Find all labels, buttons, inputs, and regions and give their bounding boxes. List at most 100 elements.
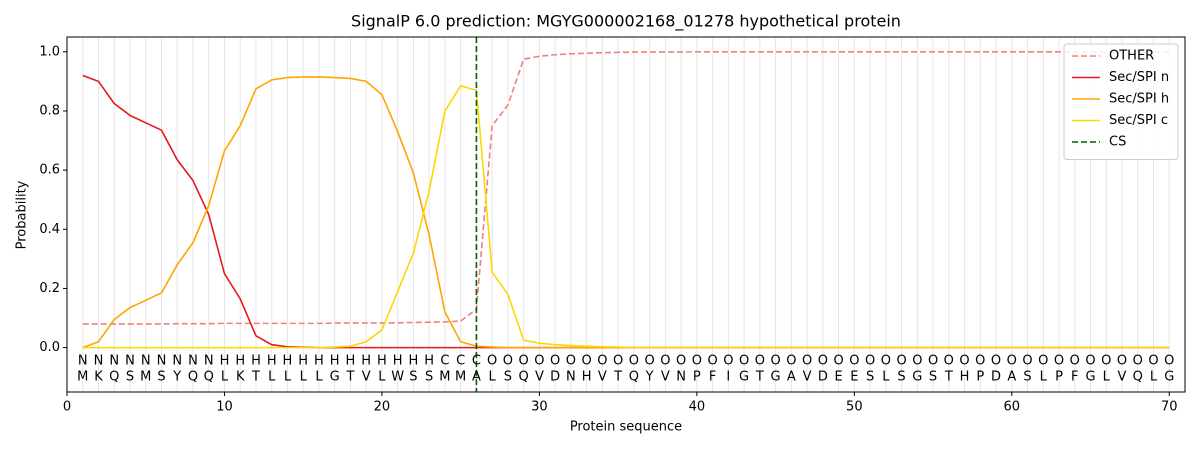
residue: P [1055, 370, 1063, 385]
residue: T [251, 370, 260, 385]
region-label: O [629, 354, 639, 369]
residue: E [850, 370, 858, 385]
residue: L [1040, 370, 1048, 385]
region-label: O [1070, 354, 1080, 369]
region-label: O [534, 354, 544, 369]
residue: S [157, 370, 165, 385]
residue: G [771, 370, 781, 385]
x-tick-label: 50 [846, 400, 863, 415]
residue: S [504, 370, 512, 385]
residue: M [77, 370, 88, 385]
region-label: H [424, 354, 434, 369]
residue: Q [188, 370, 198, 385]
residue: P [693, 370, 701, 385]
residue: L [1103, 370, 1111, 385]
series-line [82, 74, 1170, 349]
region-label: H [393, 354, 403, 369]
residue: D [991, 370, 1001, 385]
region-label: O [944, 354, 954, 369]
residue: W [391, 370, 404, 385]
chart-title: SignalP 6.0 prediction: MGYG000002168_01… [351, 12, 901, 32]
y-axis-label: Probability [15, 180, 30, 249]
series-line [82, 76, 1170, 349]
y-tick-label: 0.0 [39, 340, 60, 355]
residue: V [803, 370, 812, 385]
x-tick-label: 0 [63, 400, 71, 415]
region-label: O [991, 354, 1001, 369]
region-label: N [109, 354, 119, 369]
series-line [82, 84, 1170, 349]
residue: H [960, 370, 970, 385]
residue: N [676, 370, 686, 385]
plot-frame [66, 36, 1186, 393]
residue: L [378, 370, 386, 385]
x-tick-label: 10 [216, 400, 233, 415]
y-tick-label: 0.8 [39, 103, 60, 118]
region-label: O [881, 354, 891, 369]
residue: S [866, 370, 874, 385]
residue: Y [645, 370, 654, 385]
residue: Y [172, 370, 181, 385]
x-tick-label: 70 [1161, 400, 1178, 415]
residue: G [912, 370, 922, 385]
region-label: H [314, 354, 324, 369]
region-label: N [172, 354, 182, 369]
region-label: O [487, 354, 497, 369]
region-label: O [849, 354, 859, 369]
residue: V [535, 370, 544, 385]
residue: P [976, 370, 984, 385]
region-label: H [283, 354, 293, 369]
region-label: O [676, 354, 686, 369]
region-label: O [645, 354, 655, 369]
residue: M [140, 370, 151, 385]
region-label: O [566, 354, 576, 369]
residue: A [472, 370, 481, 385]
residue: E [834, 370, 842, 385]
region-label: O [1038, 354, 1048, 369]
region-label: O [1164, 354, 1174, 369]
series-line [82, 50, 1170, 325]
region-label: O [550, 354, 560, 369]
residue: H [582, 370, 592, 385]
y-tick-label: 0.2 [39, 281, 60, 296]
residue: S [425, 370, 433, 385]
residue: V [661, 370, 670, 385]
residue: L [1150, 370, 1158, 385]
region-label: N [94, 354, 104, 369]
region-label: O [1022, 354, 1032, 369]
region-label: O [613, 354, 623, 369]
region-label: O [1054, 354, 1064, 369]
region-label: O [865, 354, 875, 369]
region-label: O [739, 354, 749, 369]
region-label: O [582, 354, 592, 369]
region-label: O [912, 354, 922, 369]
region-label: O [519, 354, 529, 369]
residue: M [439, 370, 450, 385]
region-label: O [975, 354, 985, 369]
residue: T [613, 370, 622, 385]
legend-label: Sec/SPI h [1109, 92, 1169, 107]
region-label: H [377, 354, 387, 369]
residue: S [126, 370, 134, 385]
residue: Q [1133, 370, 1143, 385]
region-label: O [896, 354, 906, 369]
residue: L [882, 370, 890, 385]
residue: T [944, 370, 953, 385]
region-label: H [409, 354, 419, 369]
residue: L [300, 370, 308, 385]
residue: Q [204, 370, 214, 385]
residue: L [284, 370, 292, 385]
residue: Q [629, 370, 639, 385]
residue: G [739, 370, 749, 385]
region-label: O [1007, 354, 1017, 369]
region-label: H [235, 354, 245, 369]
region-label: O [755, 354, 765, 369]
region-label: O [1133, 354, 1143, 369]
residue: D [818, 370, 828, 385]
residue: L [489, 370, 497, 385]
region-label: H [220, 354, 230, 369]
legend-box [1063, 43, 1179, 160]
residue: S [929, 370, 937, 385]
region-label: O [770, 354, 780, 369]
region-label: O [786, 354, 796, 369]
